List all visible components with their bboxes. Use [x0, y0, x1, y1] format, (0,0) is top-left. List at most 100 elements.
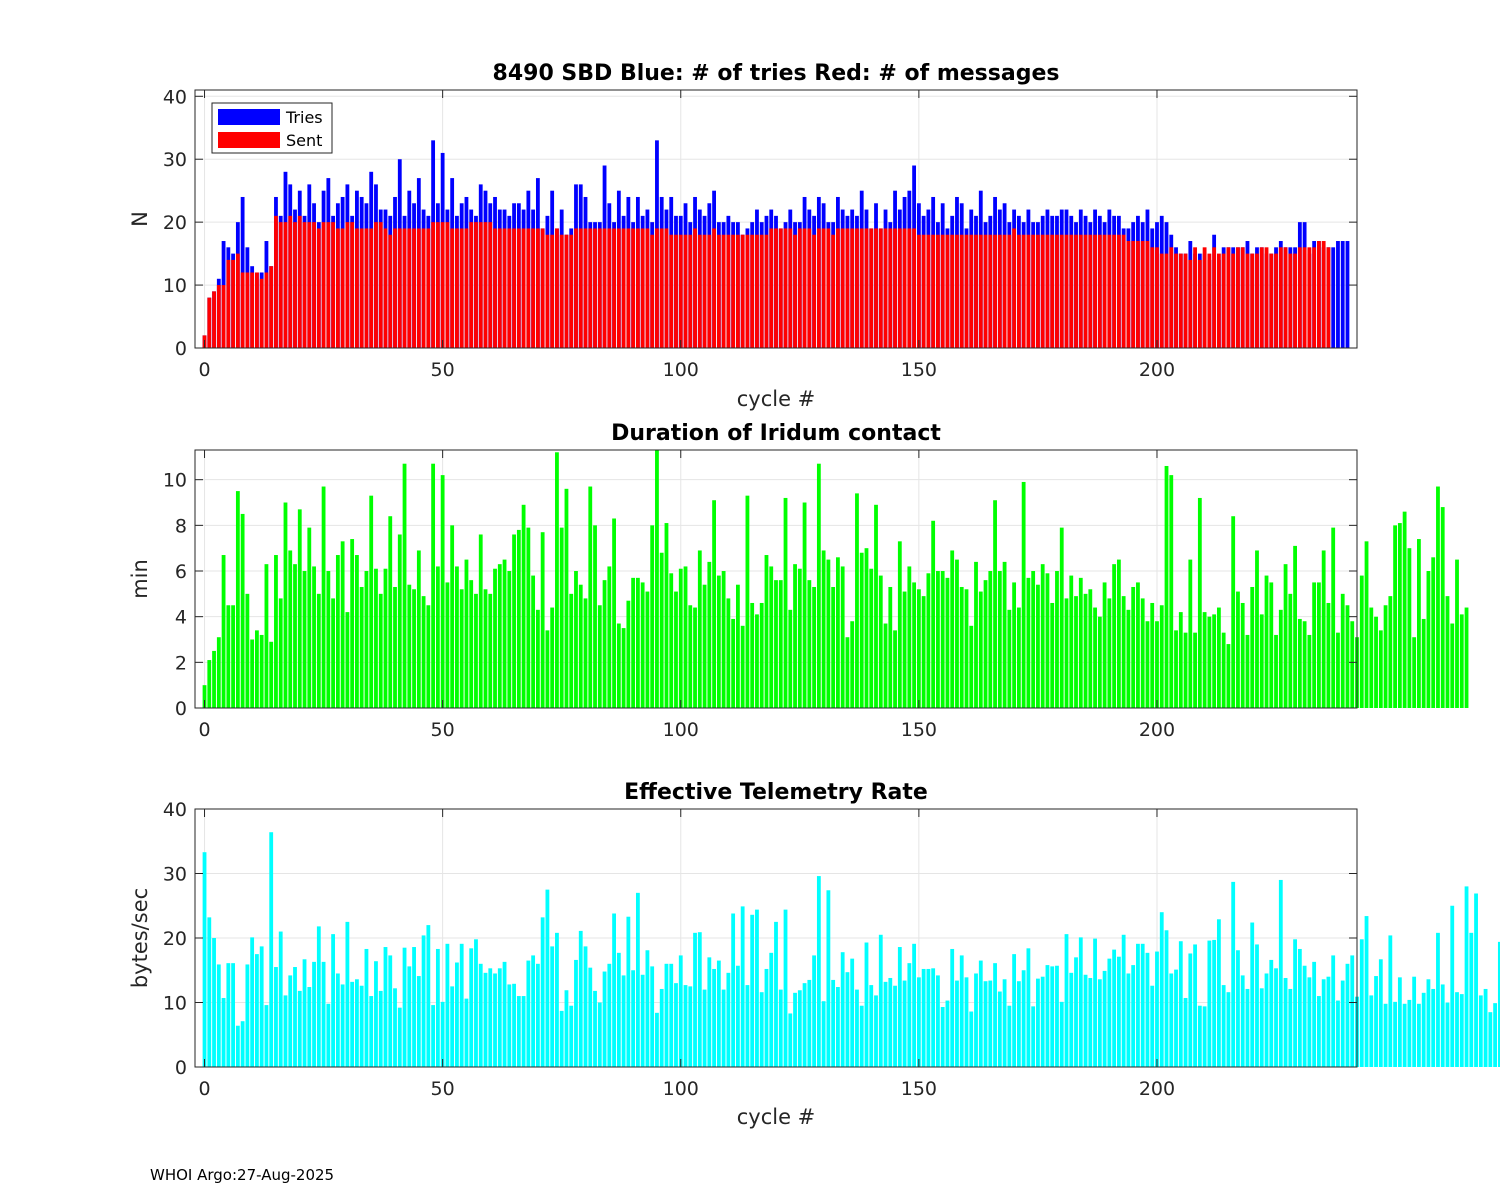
bar-sent [969, 234, 974, 348]
bar-duration [1116, 559, 1121, 708]
bar-sent [683, 234, 688, 348]
bar-sent [483, 222, 488, 348]
bar-duration [455, 566, 459, 708]
bar-rate [607, 963, 612, 1067]
bar-rate [1197, 1005, 1202, 1067]
bar-duration [655, 450, 659, 708]
bar-duration [374, 568, 378, 708]
bar-duration [1007, 609, 1012, 708]
bar-duration [993, 500, 997, 708]
bar-sent [545, 234, 550, 348]
bar-duration [921, 596, 926, 708]
bar-sent [1131, 241, 1136, 348]
bar-duration [345, 612, 350, 708]
bar-duration [716, 575, 721, 708]
bar-sent [1145, 241, 1150, 348]
bar-rate [535, 963, 540, 1067]
bar-duration [435, 566, 440, 708]
bar-duration [431, 463, 436, 708]
bar-sent [450, 228, 455, 348]
ticks: 0 50 100 150 200 0 10 20 30 40 [163, 799, 1357, 1100]
bar-duration [1069, 575, 1074, 708]
bar-sent [445, 222, 450, 348]
bar-rate [869, 985, 874, 1067]
bar-sent [650, 234, 655, 348]
bar-duration [1417, 539, 1421, 708]
bar-rate [588, 967, 593, 1067]
bar-sent [488, 222, 493, 348]
bar-sent [807, 228, 812, 348]
bar-sent [250, 272, 255, 348]
x-tick-label: 50 [431, 719, 455, 741]
bar-duration [245, 593, 250, 708]
bar-rate [1107, 958, 1112, 1067]
y-tick-label: 0 [175, 698, 187, 720]
bar-sent [350, 222, 355, 348]
bar-rate [731, 913, 736, 1067]
bar-sent [1316, 241, 1321, 348]
bar-duration [274, 555, 278, 708]
bar-sent [1002, 234, 1007, 348]
bar-duration [940, 571, 945, 708]
bar-duration [1245, 634, 1250, 708]
bar-sent [645, 228, 650, 348]
bar-rate [697, 932, 702, 1067]
bar-sent [1283, 247, 1288, 348]
bar-sent [793, 234, 797, 348]
bar-sent [859, 228, 864, 348]
bar-duration [1302, 621, 1307, 708]
bar-rate [1478, 995, 1483, 1067]
bar-rate [350, 981, 355, 1067]
bar-rate [616, 952, 621, 1067]
bar-duration [1083, 593, 1088, 708]
bar-rate [1312, 961, 1317, 1067]
bar-duration [883, 623, 888, 708]
bar-rate [1483, 988, 1488, 1067]
bar-sent [278, 222, 283, 348]
bar-duration [569, 593, 574, 708]
bar-rate [378, 990, 383, 1067]
bar-duration [1107, 598, 1112, 708]
bar-sent [240, 272, 245, 348]
bar-duration [1426, 571, 1431, 708]
bar-rate [1112, 949, 1117, 1067]
bar-sent [326, 222, 331, 348]
bar-sent [950, 234, 955, 348]
bar-rate [1388, 935, 1393, 1067]
bar-duration [578, 584, 583, 708]
x-tick-label: 50 [431, 359, 455, 381]
bar-sent [812, 234, 817, 348]
bar-duration [478, 534, 483, 708]
y-tick-label: 20 [163, 928, 187, 950]
bar-duration [326, 571, 331, 708]
bar-rate [1316, 996, 1321, 1067]
bar-sent [959, 234, 964, 348]
bar-sent [936, 234, 940, 348]
bar-sent [1059, 234, 1064, 348]
bar-duration [1255, 550, 1259, 708]
bar-duration [1436, 486, 1440, 708]
bar-duration [745, 495, 750, 708]
bar-rate [1369, 995, 1374, 1067]
bar-duration [840, 566, 845, 708]
bar-sent [231, 259, 236, 348]
bar-rate [1145, 952, 1150, 1067]
bar-duration [1016, 607, 1021, 708]
bar-rate [402, 947, 407, 1067]
bar-duration [1097, 616, 1102, 708]
bar-rate [550, 946, 555, 1067]
bar-duration [759, 602, 764, 708]
bar-rate [1345, 963, 1350, 1067]
bar-sent [940, 234, 945, 348]
bar-sent [836, 228, 840, 348]
bar-sent [802, 228, 807, 348]
bar-duration [293, 564, 297, 708]
bar-duration [493, 568, 497, 708]
bar-sent [755, 234, 759, 348]
bar-rate [1083, 974, 1088, 1067]
bar-duration [1059, 527, 1064, 708]
bar-rate [1326, 976, 1331, 1067]
bar-rate [578, 930, 583, 1067]
bar-rate [902, 980, 907, 1067]
bar-rate [1078, 937, 1083, 1067]
